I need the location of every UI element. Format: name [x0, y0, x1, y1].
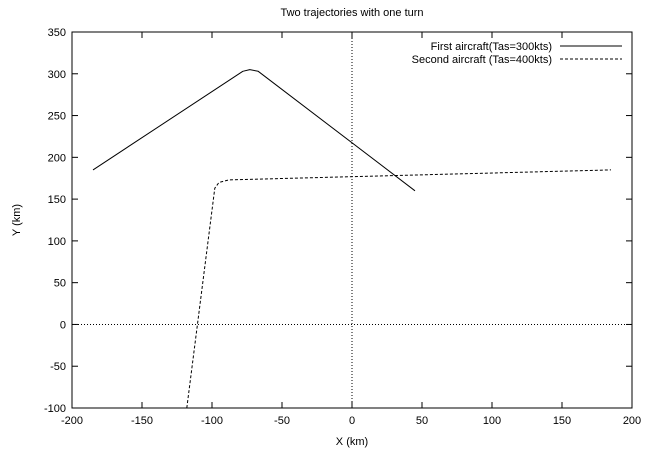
series-line-2 [186, 169, 612, 409]
x-tick-label: 200 [623, 415, 641, 427]
x-tick-label: -150 [131, 415, 153, 427]
zero-axes [72, 32, 632, 408]
legend-label-2: Second aircraft (Tas=400kts) [412, 54, 552, 66]
legend-label-1: First aircraft(Tas=300kts) [431, 41, 552, 53]
y-tick-label: 350 [48, 27, 66, 39]
y-tick-label: 50 [54, 278, 66, 290]
y-tick-label: 300 [48, 69, 66, 81]
y-tick-label: 100 [48, 236, 66, 248]
x-tick-label: 100 [483, 415, 501, 427]
y-tick-label: 0 [60, 319, 66, 331]
y-tick-label: 200 [48, 152, 66, 164]
axis-ticks: -200 -150 -100 -50 0 50 100 150 200 -100 -50 0 50 100… [44, 27, 641, 427]
x-tick-label: 150 [553, 415, 571, 427]
x-tick-label: -200 [61, 415, 83, 427]
y-axis-label: Y (km) [11, 204, 23, 236]
x-tick-label: -50 [274, 415, 290, 427]
plot-area-frame [71, 31, 633, 409]
x-tick-label: 0 [349, 415, 355, 427]
y-tick-label: 250 [48, 111, 66, 123]
x-axis-label: X (km) [336, 436, 368, 448]
y-tick-label: 150 [48, 194, 66, 206]
x-tick-label: -100 [201, 415, 223, 427]
y-tick-label: -100 [44, 403, 66, 415]
series-line-1 [92, 69, 416, 192]
legend: First aircraft(Tas=300kts)Second aircraf… [412, 41, 622, 66]
series-layer [92, 69, 612, 409]
x-tick-label: 50 [416, 415, 428, 427]
chart-title: Two trajectories with one turn [280, 7, 423, 19]
y-tick-label: -50 [50, 361, 66, 373]
